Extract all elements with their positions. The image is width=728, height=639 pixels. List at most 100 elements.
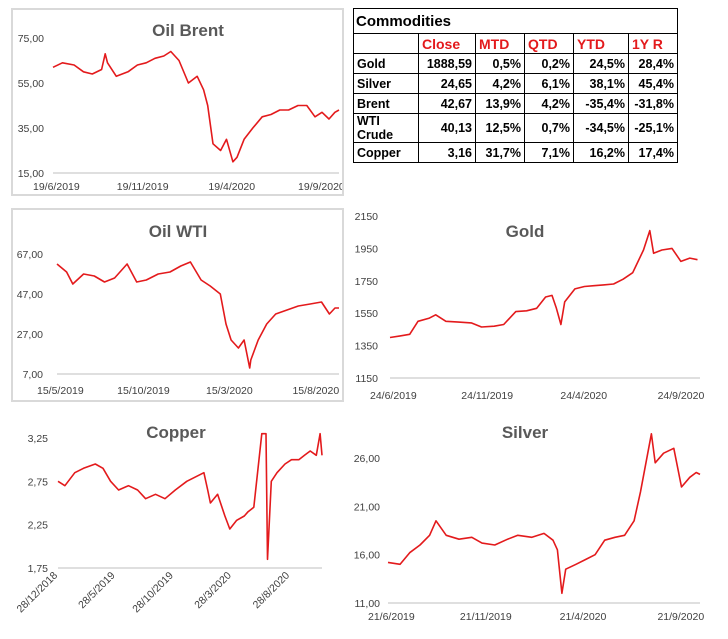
table-cell: 4,2% bbox=[524, 93, 574, 114]
table-cell: 4,2% bbox=[475, 73, 525, 94]
table-row: WTI Crude 40,13 12,5% 0,7% -34,5% -25,1% bbox=[353, 113, 678, 143]
chart-title: Copper bbox=[146, 423, 206, 442]
table-row: Brent 42,67 13,9% 4,2% -35,4% -31,8% bbox=[353, 93, 678, 114]
y-tick-label: 1750 bbox=[355, 276, 379, 288]
y-tick-label: 26,00 bbox=[354, 453, 380, 465]
y-tick-label: 2,25 bbox=[28, 520, 49, 532]
chart-title: Silver bbox=[502, 423, 549, 442]
oil-wti-chart-svg: Oil WTI 7,00 27,00 47,00 67,00 15/5/2019 15/1… bbox=[17, 222, 340, 397]
commodities-table: Commodities Close MTD QTD YTD 1Y R Gold … bbox=[353, 8, 678, 163]
x-tick-label: 19/4/2020 bbox=[208, 181, 255, 193]
chart-title: Oil Brent bbox=[152, 21, 224, 40]
y-tick-label: 55,00 bbox=[18, 78, 44, 90]
y-tick-label: 2150 bbox=[355, 211, 379, 223]
column-header: MTD bbox=[475, 33, 525, 54]
x-tick-label: 24/9/2020 bbox=[658, 390, 705, 402]
y-tick-label: 1,75 bbox=[28, 563, 49, 575]
column-header: QTD bbox=[524, 33, 574, 54]
x-tick-label: 19/6/2019 bbox=[33, 181, 80, 193]
chart-title: Gold bbox=[506, 222, 545, 241]
row-label: Brent bbox=[353, 93, 419, 114]
x-tick-label: 15/5/2019 bbox=[37, 385, 84, 397]
table-cell: 45,4% bbox=[628, 73, 678, 94]
x-tick-label: 21/6/2019 bbox=[368, 611, 415, 623]
table-cell: 16,2% bbox=[573, 142, 629, 163]
chart-oil-brent: Oil Brent 15,00 35,00 55,00 75,00 19/6/2019 1… bbox=[11, 8, 344, 196]
table-row: Silver 24,65 4,2% 6,1% 38,1% 45,4% bbox=[353, 73, 678, 94]
table-row: Gold 1888,59 0,5% 0,2% 24,5% 28,4% bbox=[353, 53, 678, 74]
y-tick-label: 1150 bbox=[355, 373, 378, 385]
x-tick-label: 21/11/2019 bbox=[460, 611, 512, 623]
table-cell: 24,65 bbox=[418, 73, 476, 94]
y-tick-label: 1350 bbox=[355, 341, 379, 353]
table-cell: 0,5% bbox=[475, 53, 525, 74]
y-tick-label: 1950 bbox=[355, 243, 379, 255]
table-cell: 1888,59 bbox=[418, 53, 476, 74]
table-cell: -25,1% bbox=[628, 113, 678, 143]
x-tick-label: 21/4/2020 bbox=[560, 611, 607, 623]
table-cell: -31,8% bbox=[628, 93, 678, 114]
chart-oil-wti: Oil WTI 7,00 27,00 47,00 67,00 15/5/2019 15/1… bbox=[11, 208, 344, 402]
x-tick-label: 24/4/2020 bbox=[560, 390, 607, 402]
x-tick-label: 24/11/2019 bbox=[461, 390, 513, 402]
table-cell: 42,67 bbox=[418, 93, 476, 114]
oil-brent-chart-svg: Oil Brent 15,00 35,00 55,00 75,00 19/6/2019 1… bbox=[18, 21, 342, 193]
table-cell: 17,4% bbox=[628, 142, 678, 163]
row-label: WTI Crude bbox=[353, 113, 419, 143]
x-tick-label: 15/3/2020 bbox=[206, 385, 253, 397]
chart-gold: Gold 1150 1350 1550 1750 1950 2150 24/6/2019 24… bbox=[348, 206, 720, 406]
y-tick-label: 11,00 bbox=[355, 598, 381, 610]
table-cell: 13,9% bbox=[475, 93, 525, 114]
series-line bbox=[52, 50, 340, 163]
y-tick-label: 1550 bbox=[355, 308, 379, 320]
commodities-table-panel: Commodities Close MTD QTD YTD 1Y R Gold … bbox=[353, 8, 678, 163]
table-cell: 38,1% bbox=[573, 73, 629, 94]
table-cell: 0,2% bbox=[524, 53, 574, 74]
y-tick-label: 47,00 bbox=[17, 289, 43, 301]
series-line bbox=[57, 432, 323, 561]
table-cell: 28,4% bbox=[628, 53, 678, 74]
y-tick-label: 75,00 bbox=[18, 33, 44, 45]
chart-title: Oil WTI bbox=[149, 222, 208, 241]
x-tick-label: 21/9/2020 bbox=[657, 611, 704, 623]
y-tick-label: 67,00 bbox=[17, 249, 43, 261]
chart-silver: Silver 11,00 16,00 21,00 26,00 21/6/2019 21/1… bbox=[348, 418, 720, 636]
column-header: YTD bbox=[573, 33, 629, 54]
table-cell: 3,16 bbox=[418, 142, 476, 163]
table-cell: -35,4% bbox=[573, 93, 629, 114]
y-tick-label: 3,25 bbox=[28, 433, 49, 445]
y-tick-label: 16,00 bbox=[354, 550, 380, 562]
table-row: Copper 3,16 31,7% 7,1% 16,2% 17,4% bbox=[353, 142, 678, 163]
x-tick-label: 19/11/2019 bbox=[117, 181, 169, 193]
y-tick-label: 15,00 bbox=[18, 168, 44, 180]
x-tick-label: 24/6/2019 bbox=[370, 390, 417, 402]
series-line bbox=[56, 261, 339, 369]
x-tick-label: 15/10/2019 bbox=[117, 385, 170, 397]
table-header-row: Close MTD QTD YTD 1Y R bbox=[353, 33, 678, 54]
series-line bbox=[389, 229, 698, 339]
chart-copper: Copper 1,75 2,25 2,75 3,25 28/12/2018 28/5/20… bbox=[10, 418, 344, 636]
y-tick-label: 27,00 bbox=[17, 329, 43, 341]
row-label: Gold bbox=[353, 53, 419, 74]
table-cell: -34,5% bbox=[573, 113, 629, 143]
table-cell: 0,7% bbox=[524, 113, 574, 143]
column-header bbox=[353, 33, 419, 54]
table-cell: 31,7% bbox=[475, 142, 525, 163]
y-tick-label: 7,00 bbox=[23, 369, 44, 381]
copper-chart-svg: Copper 1,75 2,25 2,75 3,25 28/12/2018 28/5/20… bbox=[14, 423, 323, 615]
table-cell: 7,1% bbox=[524, 142, 574, 163]
gold-chart-svg: Gold 1150 1350 1550 1750 1950 2150 24/6/2019 24… bbox=[355, 211, 705, 402]
table-cell: 6,1% bbox=[524, 73, 574, 94]
y-tick-label: 2,75 bbox=[28, 476, 49, 488]
silver-chart-svg: Silver 11,00 16,00 21,00 26,00 21/6/2019 21/1… bbox=[354, 423, 705, 623]
x-tick-label: 28/8/2020 bbox=[251, 570, 293, 612]
row-label: Silver bbox=[353, 73, 419, 94]
y-tick-label: 35,00 bbox=[18, 123, 44, 135]
series-line bbox=[387, 433, 701, 595]
x-tick-label: 28/3/2020 bbox=[192, 570, 234, 612]
x-tick-label: 15/8/2020 bbox=[292, 385, 339, 397]
column-header: Close bbox=[418, 33, 476, 54]
x-tick-label: 28/5/2019 bbox=[76, 570, 118, 612]
row-label: Copper bbox=[353, 142, 419, 163]
y-tick-label: 21,00 bbox=[354, 501, 380, 513]
